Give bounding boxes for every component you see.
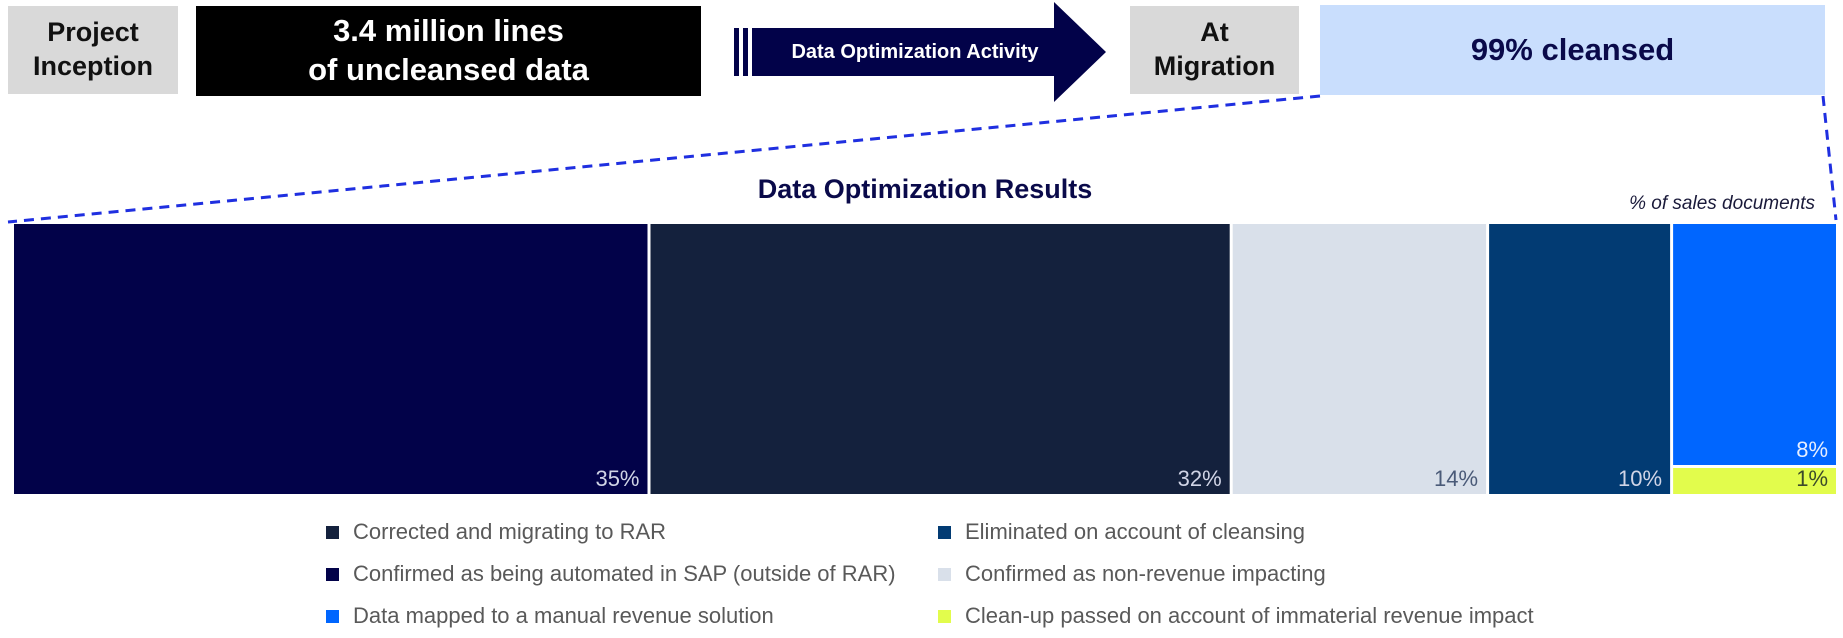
data-label-manual: 8% (1796, 437, 1828, 462)
data-label-eliminated: 10% (1618, 466, 1662, 491)
data-label-cleanup: 1% (1796, 466, 1828, 491)
legend-swatch (938, 525, 951, 539)
bar-segment-nonrevenue (1232, 224, 1487, 494)
migration-line-1: At (1200, 17, 1229, 48)
unit-note: % of sales documents (1629, 193, 1815, 214)
project-inception-box: Project Inception (8, 6, 178, 94)
bar-segment-cleanup (1673, 468, 1836, 494)
legend-label: Confirmed as being automated in SAP (out… (353, 561, 896, 586)
uncleansed-data-box: 3.4 million lines of uncleansed data (196, 6, 701, 96)
legend-item: Eliminated on account of cleansing (938, 516, 1626, 548)
legend-label: Confirmed as non-revenue impacting (965, 561, 1326, 586)
legend-item: Corrected and migrating to RAR (326, 516, 938, 548)
data-label-automated: 35% (595, 466, 639, 491)
data-label-corrected: 32% (1178, 466, 1222, 491)
at-migration-box: At Migration (1130, 6, 1299, 94)
data-label-nonrevenue: 14% (1434, 466, 1478, 491)
legend-swatch (326, 567, 339, 581)
chart-title: Data Optimization Results (757, 174, 1093, 204)
legend-item: Confirmed as being automated in SAP (out… (326, 558, 938, 590)
migration-line-2: Migration (1153, 51, 1276, 81)
legend-item: Confirmed as non-revenue impacting (938, 558, 1626, 590)
legend-label: Clean-up passed on account of immaterial… (965, 603, 1534, 628)
legend-label: Corrected and migrating to RAR (353, 519, 667, 544)
inception-line-2: Inception (33, 51, 153, 81)
bar-segment-corrected (650, 224, 1230, 494)
lines-line-2: of uncleansed data (308, 52, 589, 87)
legend-swatch (326, 609, 339, 623)
legend-label: Eliminated on account of cleansing (965, 519, 1305, 544)
bar-segment-manual (1673, 224, 1836, 465)
activity-arrow-icon (734, 2, 1106, 102)
legend-label: Data mapped to a manual revenue solution (353, 603, 774, 628)
legend-swatch (326, 525, 339, 539)
legend-swatch (938, 567, 951, 581)
cleansed-box: 99% cleansed (1320, 5, 1825, 95)
bar-segment-automated (14, 224, 648, 494)
bar-segment-eliminated (1489, 224, 1671, 494)
activity-label: Data Optimization Activity (791, 40, 1039, 63)
legend-item: Clean-up passed on account of immaterial… (938, 600, 1626, 632)
chart-legend: Corrected and migrating to RAR Eliminate… (326, 516, 1626, 636)
legend-item: Data mapped to a manual revenue solution (326, 600, 938, 632)
legend-swatch (938, 609, 951, 623)
lines-line-1: 3.4 million lines (333, 13, 564, 49)
inception-line-1: Project (47, 17, 139, 48)
